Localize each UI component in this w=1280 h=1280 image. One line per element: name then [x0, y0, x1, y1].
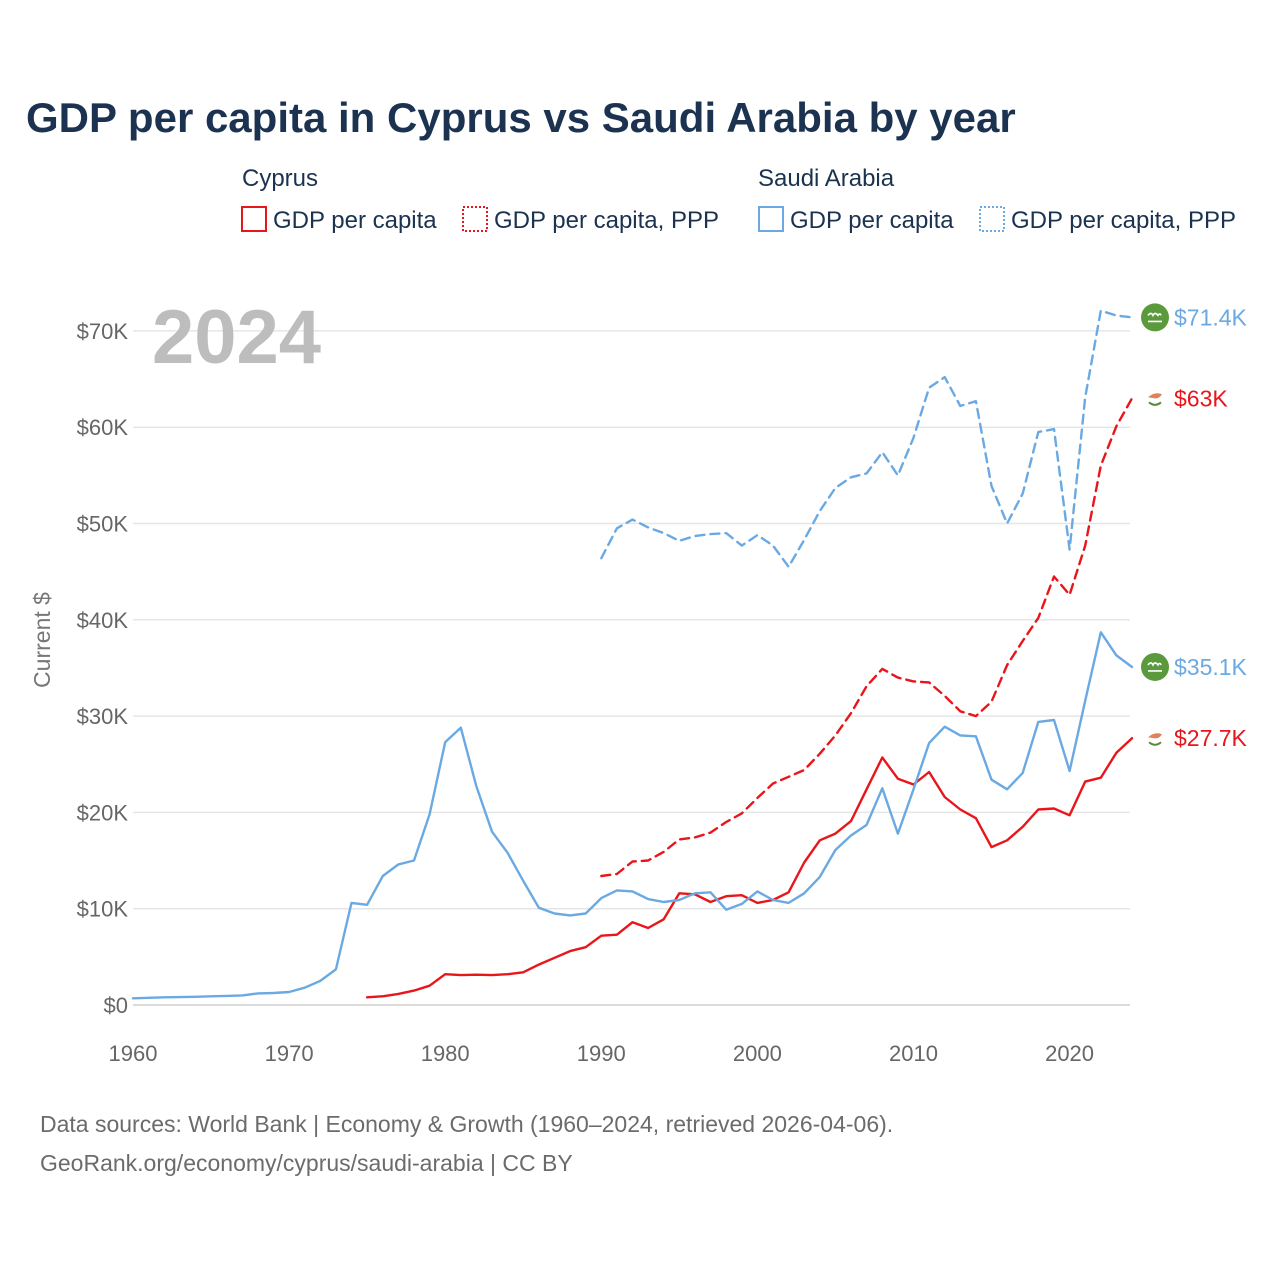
flag-cyprus-island: [1148, 393, 1162, 399]
chart-title: GDP per capita in Cyprus vs Saudi Arabia…: [26, 94, 1016, 141]
flag-saudi-arabia-icon: [1141, 652, 1169, 681]
flag-saudi-arabia-emblem: [1147, 312, 1162, 323]
series-line-saudi-arabia-gdp-per-capita-ppp: [600, 309, 1134, 568]
legend-label-cyprus-gdp: GDP per capita: [273, 207, 437, 234]
x-tick-label: 1990: [577, 1041, 626, 1066]
series: [131, 309, 1134, 1000]
x-tick-label: 2000: [733, 1041, 782, 1066]
source-line-1: Data sources: World Bank | Economy & Gro…: [40, 1111, 893, 1137]
series-line-cyprus-gdp-per-capita-ppp: [600, 397, 1134, 878]
x-axis: 1960 1970 1980 1990 2000 2010 2020: [109, 1041, 1095, 1066]
y-tick-label: $0: [104, 993, 128, 1018]
end-label-cyprus-gdp-per-capita: $27.7K: [1174, 725, 1248, 751]
y-axis-label: Current $: [29, 592, 55, 688]
legend-swatch-saudi-gdp: [758, 206, 784, 232]
y-tick-label: $20K: [77, 800, 129, 825]
y-axis: $0 $10K $20K $30K $40K $50K $60K $70K: [77, 319, 129, 1018]
gridlines: [133, 330, 1130, 1006]
flag-cyprus-branches: [1148, 401, 1162, 406]
legend: Cyprus GDP per capita GDP per capita, PP…: [241, 165, 1236, 234]
source-line-2[interactable]: GeoRank.org/economy/cyprus/saudi-arabia …: [40, 1150, 573, 1176]
legend-label-cyprus-ppp: GDP per capita, PPP: [494, 207, 719, 234]
year-label: 2024: [152, 295, 321, 380]
end-label-saudi-arabia-gdp-per-capita-ppp: $71.4K: [1174, 304, 1248, 330]
y-tick-label: $30K: [77, 704, 129, 729]
end-label-cyprus-gdp-per-capita-ppp: $63K: [1174, 385, 1228, 411]
legend-group-saudi-arabia: Saudi Arabia: [758, 165, 895, 192]
series-line-saudi-arabia-gdp-per-capita: [131, 631, 1134, 1000]
x-tick-label: 2020: [1045, 1041, 1094, 1066]
flag-cyprus-branches: [1148, 741, 1162, 746]
legend-label-saudi-gdp: GDP per capita: [790, 207, 954, 234]
x-tick-label: 1980: [421, 1041, 470, 1066]
flag-saudi-arabia-emblem: [1147, 662, 1162, 672]
flag-saudi-arabia-icon: [1141, 303, 1169, 332]
flag-cyprus-island: [1148, 733, 1162, 739]
end-markers: $27.7K $63K $35.1K $71.4K: [1141, 303, 1248, 751]
y-tick-label: $50K: [77, 512, 129, 537]
legend-group-cyprus: Cyprus: [242, 165, 318, 192]
y-tick-label: $40K: [77, 608, 129, 633]
legend-swatch-cyprus-gdp: [241, 206, 267, 232]
x-tick-label: 1970: [265, 1041, 314, 1066]
y-tick-label: $60K: [77, 415, 129, 440]
end-label-saudi-arabia-gdp-per-capita: $35.1K: [1174, 654, 1248, 680]
legend-swatch-saudi-ppp: [979, 206, 1005, 232]
x-tick-label: 1960: [109, 1041, 158, 1066]
y-tick-label: $70K: [77, 319, 129, 344]
y-tick-label: $10K: [77, 897, 129, 922]
x-tick-label: 2010: [889, 1041, 938, 1066]
legend-swatch-cyprus-ppp: [462, 206, 488, 232]
legend-label-saudi-ppp: GDP per capita, PPP: [1011, 207, 1236, 234]
